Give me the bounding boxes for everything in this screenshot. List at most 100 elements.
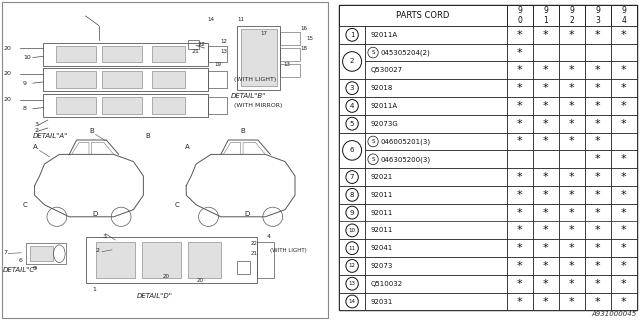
Bar — [506, 26, 532, 44]
Text: *: * — [516, 65, 522, 76]
Bar — [365, 292, 506, 310]
Text: *: * — [569, 137, 575, 147]
Text: D: D — [92, 212, 97, 217]
Bar — [585, 79, 611, 97]
Text: 11: 11 — [237, 17, 244, 22]
Text: 046005201(3): 046005201(3) — [381, 138, 431, 145]
Bar — [339, 221, 365, 239]
Text: 22: 22 — [198, 42, 206, 47]
Text: 4: 4 — [267, 234, 271, 239]
Text: 10: 10 — [23, 55, 31, 60]
Text: 2: 2 — [570, 15, 574, 25]
Text: 92011A: 92011A — [371, 103, 398, 109]
Bar — [365, 61, 506, 79]
Text: *: * — [621, 279, 627, 289]
Text: 3: 3 — [102, 234, 106, 239]
Text: C: C — [23, 202, 28, 208]
Bar — [56, 46, 95, 62]
Bar — [339, 5, 506, 26]
Bar — [559, 115, 585, 132]
Text: *: * — [543, 225, 548, 236]
Text: 15: 15 — [307, 36, 314, 41]
Text: 1: 1 — [543, 15, 548, 25]
Bar — [43, 68, 207, 91]
Bar — [611, 97, 637, 115]
Text: 3: 3 — [35, 122, 38, 127]
Text: A: A — [184, 144, 189, 150]
Text: *: * — [516, 137, 522, 147]
Text: *: * — [516, 297, 522, 307]
Text: *: * — [516, 190, 522, 200]
Circle shape — [346, 100, 358, 112]
Bar — [339, 292, 365, 310]
Text: 12: 12 — [349, 263, 356, 268]
Bar — [365, 221, 506, 239]
Text: *: * — [569, 225, 575, 236]
Text: *: * — [595, 297, 600, 307]
Bar — [611, 168, 637, 186]
Bar — [532, 5, 559, 26]
Text: *: * — [569, 65, 575, 76]
Circle shape — [346, 188, 358, 201]
Bar — [207, 46, 227, 62]
Bar — [339, 26, 365, 44]
Text: *: * — [516, 172, 522, 182]
Bar — [532, 61, 559, 79]
Bar — [506, 221, 532, 239]
Bar — [585, 26, 611, 44]
Text: *: * — [516, 48, 522, 58]
Text: 18: 18 — [300, 45, 307, 51]
Bar — [611, 132, 637, 150]
Text: *: * — [595, 279, 600, 289]
Text: 6: 6 — [350, 148, 355, 153]
Bar — [585, 168, 611, 186]
Text: 92011: 92011 — [371, 192, 393, 198]
Bar — [532, 204, 559, 221]
Text: 3: 3 — [595, 15, 600, 25]
Text: 92011: 92011 — [371, 210, 393, 216]
Bar — [532, 44, 559, 61]
Text: 92018: 92018 — [371, 85, 393, 91]
Bar — [532, 79, 559, 97]
Circle shape — [346, 295, 358, 308]
Text: *: * — [595, 208, 600, 218]
Text: *: * — [595, 261, 600, 271]
Bar — [365, 239, 506, 257]
Bar — [339, 44, 365, 79]
Bar — [188, 40, 200, 49]
Text: *: * — [569, 101, 575, 111]
Text: *: * — [516, 225, 522, 236]
Text: 20: 20 — [3, 46, 11, 51]
Bar — [559, 275, 585, 292]
Bar — [141, 242, 181, 278]
Text: *: * — [543, 65, 548, 76]
Text: 12: 12 — [221, 39, 228, 44]
Bar — [585, 61, 611, 79]
Text: *: * — [543, 83, 548, 93]
Circle shape — [346, 277, 358, 290]
Text: D: D — [244, 212, 249, 217]
Bar — [506, 79, 532, 97]
Bar — [532, 292, 559, 310]
Bar — [241, 29, 277, 86]
Text: *: * — [516, 30, 522, 40]
Bar — [152, 46, 184, 62]
Text: *: * — [543, 137, 548, 147]
Text: 16: 16 — [300, 26, 307, 31]
Text: *: * — [543, 243, 548, 253]
Text: DETAIL"C": DETAIL"C" — [3, 268, 39, 273]
Text: PARTS CORD: PARTS CORD — [396, 11, 449, 20]
Text: S: S — [371, 157, 375, 162]
Bar — [365, 186, 506, 204]
Text: 92031: 92031 — [371, 299, 393, 305]
Bar — [585, 275, 611, 292]
Text: *: * — [543, 208, 548, 218]
Text: *: * — [621, 101, 627, 111]
Text: *: * — [569, 119, 575, 129]
Bar — [559, 61, 585, 79]
Text: 20: 20 — [163, 274, 170, 279]
Text: B: B — [89, 128, 93, 134]
Text: S: S — [371, 139, 375, 144]
Text: *: * — [543, 297, 548, 307]
Circle shape — [342, 140, 362, 160]
